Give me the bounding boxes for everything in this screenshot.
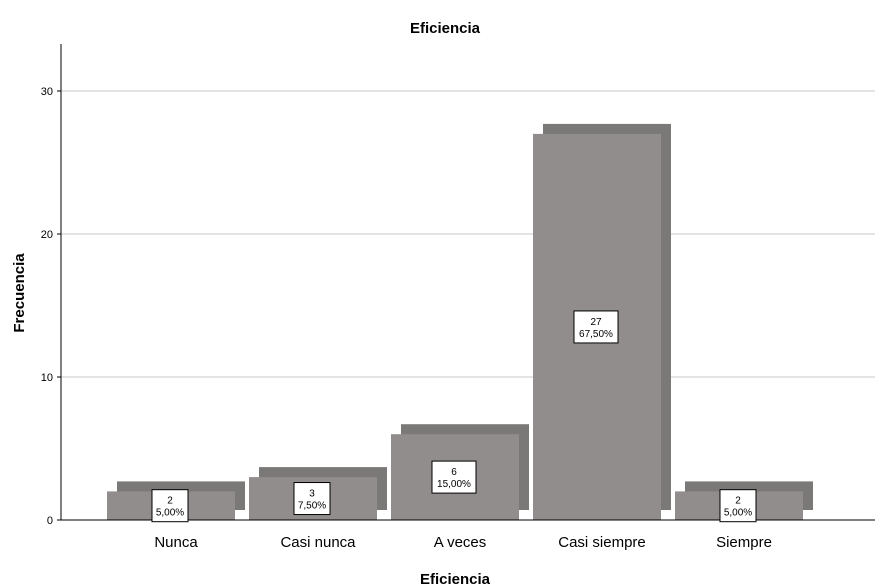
data-label-casi-nunca: 37,50% [293, 482, 331, 516]
x-tick-labels: Nunca Casi nunca A veces Casi siempre Siempr… [154, 534, 772, 551]
data-label-percent: 5,00% [724, 508, 752, 519]
y-tick-label-0: 0 [47, 515, 53, 527]
data-label-count: 27 [590, 317, 602, 328]
data-label-count: 3 [309, 489, 315, 500]
data-label-box [431, 460, 477, 494]
gridlines [61, 90, 875, 378]
data-label-box [719, 489, 757, 523]
data-label-percent: 7,50% [298, 501, 326, 512]
data-label-box [151, 489, 189, 523]
data-label-percent: 5,00% [156, 508, 184, 519]
y-tick-label-30: 30 [41, 86, 53, 98]
y-tick-label-20: 20 [41, 229, 53, 241]
data-label-nunca: 25,00% [151, 489, 189, 523]
data-label-percent: 67,50% [579, 329, 613, 340]
y-tick-labels: 0 10 20 30 [41, 86, 53, 527]
x-tick-label-nunca: Nunca [154, 534, 198, 551]
x-tick-label-a-veces: A veces [434, 534, 487, 551]
data-label-box [573, 310, 619, 344]
data-label-count: 6 [451, 467, 457, 478]
data-label-box [293, 482, 331, 516]
x-tick-label-siempre: Siempre [716, 534, 772, 551]
data-label-count: 2 [167, 496, 173, 507]
data-label-a-veces: 615,00% [431, 460, 477, 494]
y-tick-label-10: 10 [41, 372, 53, 384]
data-label-count: 2 [735, 496, 741, 507]
data-label-percent: 15,00% [437, 479, 471, 490]
data-label-siempre: 25,00% [719, 489, 757, 523]
x-axis-title: Eficiencia [420, 571, 491, 587]
bars [107, 123, 813, 520]
y-axis-title: Frecuencia [11, 253, 28, 333]
x-tick-label-casi-nunca: Casi nunca [280, 534, 356, 551]
chart-title: Eficiencia [410, 20, 481, 37]
x-tick-label-casi-siempre: Casi siempre [558, 534, 646, 551]
